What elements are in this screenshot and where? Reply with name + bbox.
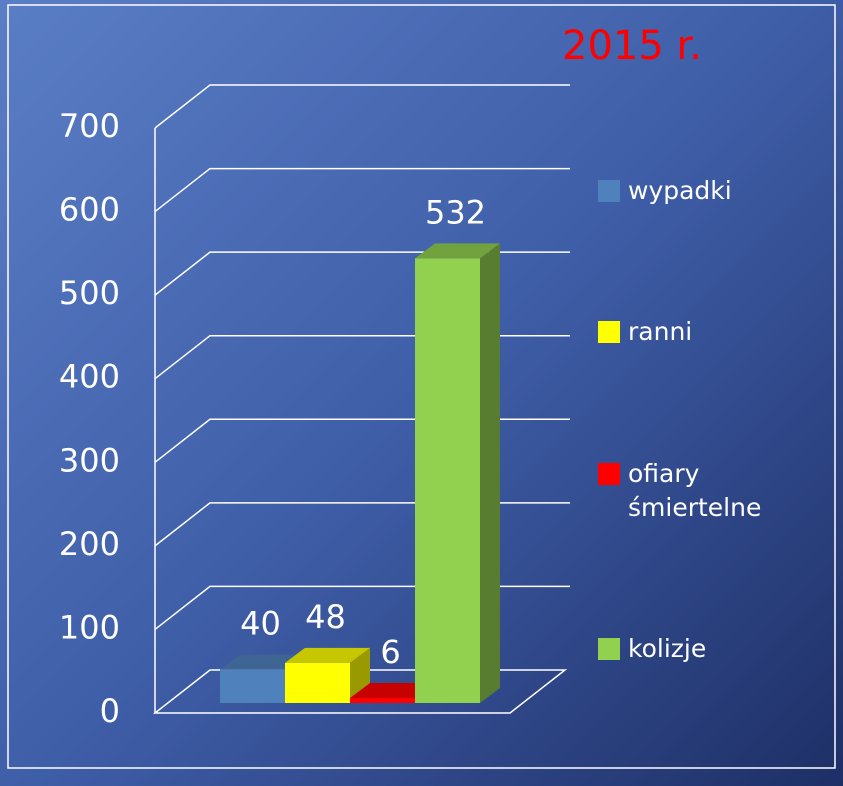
legend-label: kolizje (628, 634, 707, 664)
grid-line (154, 251, 570, 296)
grid-line (154, 167, 570, 213)
legend-item: kolizje (598, 632, 833, 666)
legend-item: ofiary śmiertelne (598, 457, 833, 525)
bar (350, 697, 415, 703)
legend-swatch (598, 179, 620, 202)
bar (220, 669, 285, 703)
value-label: 48 (305, 598, 346, 636)
grid-line (154, 418, 570, 463)
chart-title: 2015 r. (562, 23, 702, 69)
legend-swatch (598, 462, 620, 485)
y-tick-label: 600 (59, 191, 120, 229)
y-tick-label: 700 (59, 107, 120, 145)
legend-item: ranni (598, 315, 833, 349)
value-label: 6 (380, 633, 400, 671)
bar-side (480, 243, 500, 703)
y-tick-label: 100 (59, 608, 120, 646)
legend-swatch (598, 638, 620, 661)
legend: wypadki ranni ofiary śmiertelne kolizje (598, 120, 833, 720)
y-tick-label: 500 (59, 274, 120, 312)
frame (7, 4, 836, 769)
legend-label: ofiary śmiertelne (628, 458, 762, 522)
bar-top (220, 654, 305, 670)
value-label: 532 (425, 193, 486, 231)
y-tick-label: 400 (59, 358, 120, 396)
y-tick-label: 200 (59, 525, 120, 563)
floor (152, 669, 568, 714)
bar-top (350, 682, 435, 698)
legend-label: wypadki (628, 175, 732, 205)
legend-swatch (598, 321, 620, 344)
bar-top (415, 243, 500, 259)
legend-label: ranni (628, 317, 693, 347)
value-label: 40 (240, 605, 281, 643)
y-tick-label: 0 (100, 692, 120, 730)
bar (285, 662, 350, 703)
legend-item: wypadki (598, 174, 833, 208)
bar (415, 258, 480, 703)
grid-line (154, 585, 570, 631)
grid-line (154, 334, 570, 380)
y-tick-label: 300 (59, 441, 120, 479)
bar-top (285, 647, 370, 663)
grid-line (154, 502, 570, 547)
grid-line (154, 84, 570, 129)
